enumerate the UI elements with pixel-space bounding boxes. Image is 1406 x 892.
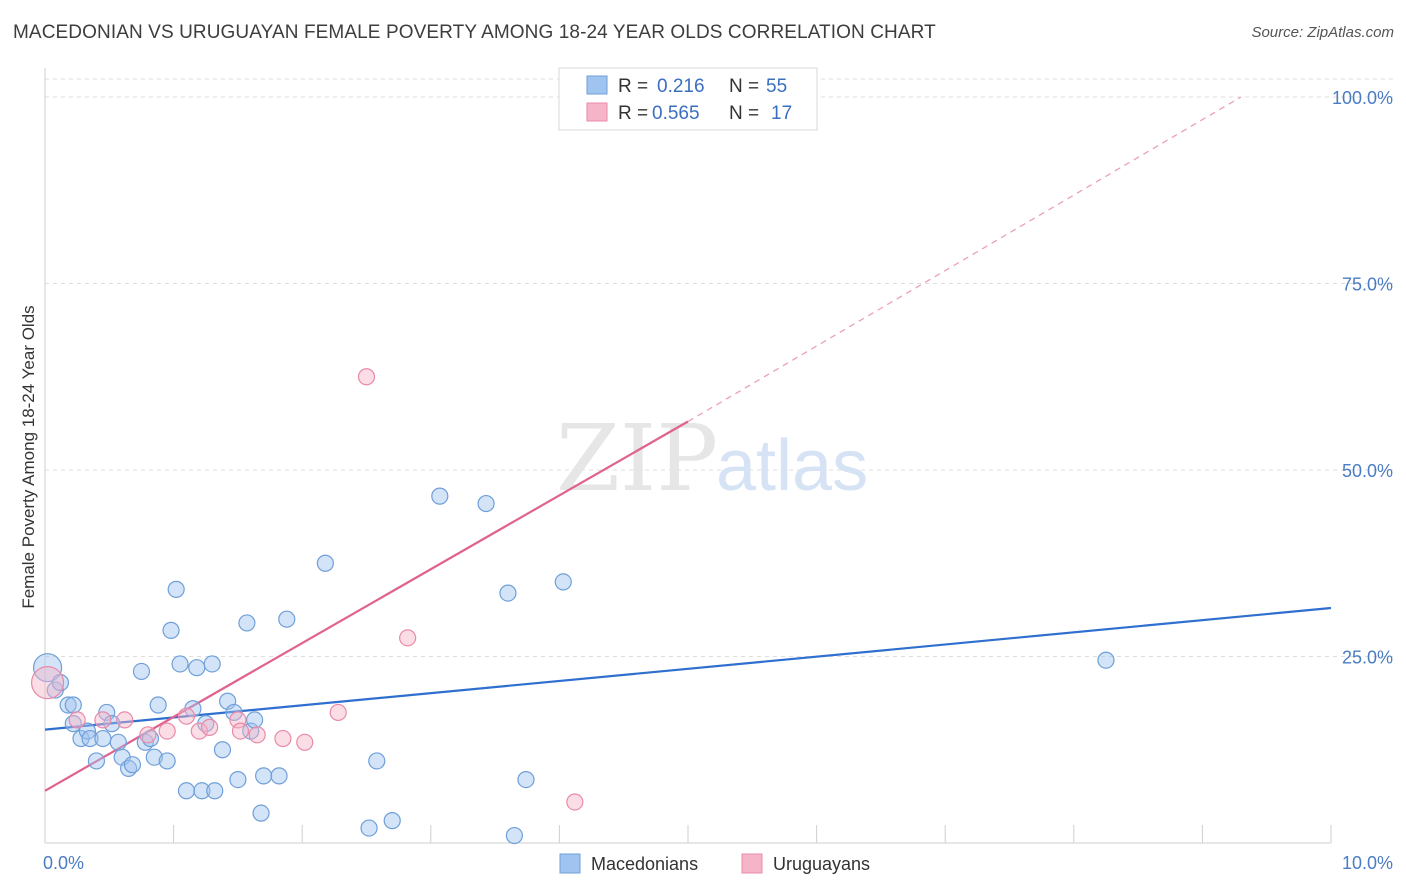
macedonian-point-51 [505, 826, 523, 845]
macedonian-point-31 [203, 655, 221, 673]
uruguayan-point-16 [399, 629, 417, 647]
axis-layer: 25.0% 50.0% 75.0% 100.0% 0.0% 10.0% [43, 68, 1393, 873]
source-credit: Source: ZipAtlas.com [1251, 24, 1394, 41]
uruguayan-point-13 [296, 733, 314, 751]
uruguayan-point-0 [30, 666, 65, 700]
macedonian-point-33 [213, 741, 232, 759]
uruguayan-point-3 [116, 711, 134, 729]
legend-r-value-1: 0.216 [657, 76, 705, 97]
macedonian-point-46 [368, 752, 386, 770]
macedonian-point-44 [316, 554, 334, 572]
trendline-uruguayans [44, 420, 689, 792]
macedonian-point-22 [158, 752, 176, 770]
macedonian-point-48 [431, 487, 449, 505]
macedonian-point-16 [123, 756, 142, 774]
bottom-legend-swatch-macedonians [559, 853, 581, 874]
uruguayan-point-14 [329, 703, 347, 722]
macedonian-point-29 [193, 782, 211, 800]
bottom-legend-label-uruguayans: Uruguayans [773, 854, 870, 874]
macedonian-point-2 [51, 674, 70, 692]
macedonian-point-50 [499, 584, 517, 602]
uruguayan-point-17 [566, 793, 584, 811]
macedonian-point-37 [238, 614, 256, 632]
trendline-uruguayans-extension [687, 96, 1242, 423]
uruguayan-point-9 [229, 711, 247, 729]
legend-n-label-2: N = [729, 103, 759, 124]
x-tick-label-min: 0.0% [43, 853, 84, 873]
legend-swatch-macedonians [586, 75, 608, 95]
trendline-layer [44, 96, 1332, 792]
y-axis-label: Female Poverty Among 18-24 Year Olds [19, 305, 38, 608]
macedonian-point-32 [206, 782, 224, 800]
watermark: ZIP atlas [556, 405, 868, 512]
series-legend: Macedonians Uruguayans [559, 853, 870, 874]
legend-swatch-uruguayans [586, 102, 608, 122]
uruguayan-point-15 [357, 368, 376, 386]
uruguayan-point-10 [231, 722, 250, 740]
macedonian-point-12 [103, 715, 121, 733]
stats-legend: R = 0.216 N = 55 R = 0.565 N = 17 [558, 67, 818, 131]
uruguayan-point-4 [139, 726, 157, 744]
y-tick-label-75: 75.0% [1342, 275, 1393, 295]
macedonian-point-49 [477, 494, 495, 513]
macedonian-point-43 [278, 610, 296, 628]
macedonian-point-41 [255, 767, 273, 785]
uruguayan-point-12 [274, 729, 292, 748]
macedonian-point-3 [59, 696, 77, 714]
y-tick-label-25: 25.0% [1342, 648, 1393, 668]
macedonian-point-9 [87, 752, 106, 770]
legend-r-value-2: 0.565 [652, 103, 700, 124]
grid-layer [45, 78, 1393, 657]
macedonian-point-20 [145, 748, 163, 766]
macedonian-point-8 [81, 729, 99, 748]
macedonian-point-21 [149, 696, 167, 714]
uruguayan-point-1 [68, 711, 86, 729]
watermark-atlas: atlas [716, 426, 868, 506]
macedonian-point-4 [64, 696, 82, 714]
macedonian-point-52 [517, 770, 535, 789]
legend-r-label-1: R = [618, 76, 648, 97]
macedonian-point-36 [229, 770, 247, 789]
macedonian-point-39 [246, 711, 264, 729]
trendline-macedonians [44, 606, 1332, 731]
x-tick-label-max: 10.0% [1342, 853, 1393, 873]
macedonian-point-42 [270, 767, 288, 785]
macedonian-point-47 [383, 812, 401, 830]
legend-r-label-2: R = [618, 103, 648, 124]
uruguayan-point-7 [190, 722, 208, 740]
macedonian-point-10 [94, 729, 112, 748]
legend-n-value-2: 17 [771, 103, 792, 124]
macedonian-point-45 [360, 819, 378, 837]
macedonian-point-13 [109, 733, 127, 751]
chart-title: MACEDONIAN VS URUGUAYAN FEMALE POVERTY A… [13, 22, 936, 43]
watermark-zip: ZIP [556, 405, 718, 512]
macedonian-point-24 [167, 580, 185, 598]
uruguayan-point-5 [158, 722, 176, 740]
bottom-legend-swatch-uruguayans [741, 853, 763, 874]
macedonian-point-17 [132, 662, 151, 681]
y-tick-label-50: 50.0% [1342, 461, 1393, 481]
macedonian-point-28 [188, 659, 206, 677]
macedonian-point-54 [1097, 651, 1115, 669]
legend-n-value-1: 55 [766, 76, 787, 97]
uruguayan-point-2 [94, 711, 112, 729]
uruguayan-point-6 [177, 707, 196, 725]
macedonian-point-26 [177, 782, 196, 800]
bottom-legend-label-macedonians: Macedonians [591, 854, 698, 874]
legend-n-label-1: N = [729, 76, 759, 97]
macedonian-point-23 [162, 621, 180, 639]
macedonian-point-25 [171, 655, 189, 673]
macedonian-point-53 [554, 573, 572, 591]
macedonian-point-40 [252, 804, 270, 822]
uruguayan-point-11 [248, 726, 266, 744]
uruguayan-point-8 [201, 718, 219, 736]
y-tick-label-100: 100.0% [1332, 88, 1393, 108]
macedonian-point-0 [32, 653, 63, 683]
